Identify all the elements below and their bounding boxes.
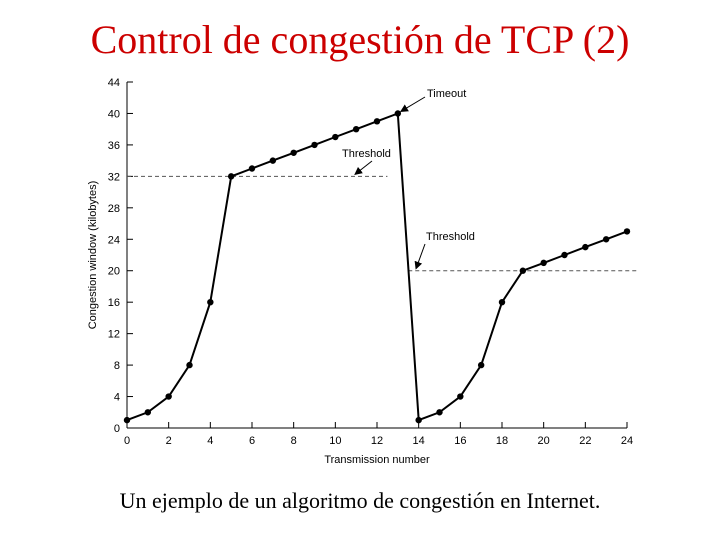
y-tick-label: 40 [108,108,120,120]
annotation-arrow [414,243,426,270]
data-point [582,243,589,251]
annotation-arrow [399,96,426,112]
x-tick-label: 12 [371,435,383,447]
slide-title: Control de congestión de TCP (2) [90,17,630,62]
data-point [457,393,464,400]
y-tick-label: 36 [108,140,120,152]
data-point [311,141,318,149]
x-tick-label: 24 [621,435,633,447]
chart-annotations: Timeout Threshold Threshold [342,88,475,270]
data-point [165,393,172,400]
x-tick-label: 16 [454,435,466,447]
data-point [269,157,277,164]
annotation-label: Timeout [427,88,466,100]
x-axis-label: Transmission number [324,454,430,466]
y-tick-label: 32 [108,171,120,183]
y-tick-label: 16 [108,297,120,309]
data-point [477,361,485,369]
data-point [602,236,610,243]
x-tick-label: 10 [329,435,341,447]
x-tick-label: 20 [538,435,550,447]
x-tick-label: 14 [413,435,425,447]
y-tick-label: 28 [108,203,120,215]
data-point [436,409,443,416]
x-tick-label: 0 [124,435,130,447]
y-axis-label: Congestion window (kilobytes) [87,181,99,330]
data-point [352,125,360,133]
x-tick-label: 2 [166,435,172,447]
annotation-label: Threshold [426,231,475,243]
y-tick-label: 12 [108,329,120,341]
data-point [123,416,131,424]
x-tick-label: 8 [291,435,297,447]
y-tick-label: 4 [114,392,120,404]
annotation-label: Threshold [342,148,391,160]
data-point [623,228,631,235]
data-point [332,133,339,141]
slide-caption: Un ejemplo de un algoritmo de congestión… [119,488,601,513]
chart-axes [126,82,627,429]
data-point [519,267,527,274]
y-tick-label: 20 [108,266,120,278]
data-point [561,251,568,259]
x-tick-label: 18 [496,435,508,447]
data-point [227,173,235,180]
y-tick-label: 44 [108,77,120,89]
data-point [498,298,506,306]
y-tick-label: 0 [114,423,120,435]
y-tick-label: 24 [108,234,120,246]
x-tick-label: 22 [579,435,591,447]
x-tick-label: 4 [207,435,213,447]
data-point [415,416,422,424]
data-point [248,165,256,172]
data-point [540,259,547,267]
chart-series [123,110,631,424]
y-tick-label: 8 [114,360,120,372]
data-point [186,361,193,369]
data-point [394,110,402,117]
data-point [144,409,152,416]
x-tick-label: 6 [249,435,255,447]
annotation-arrow [354,160,373,175]
data-point [373,118,381,125]
data-point [290,149,297,156]
data-point [207,298,214,306]
